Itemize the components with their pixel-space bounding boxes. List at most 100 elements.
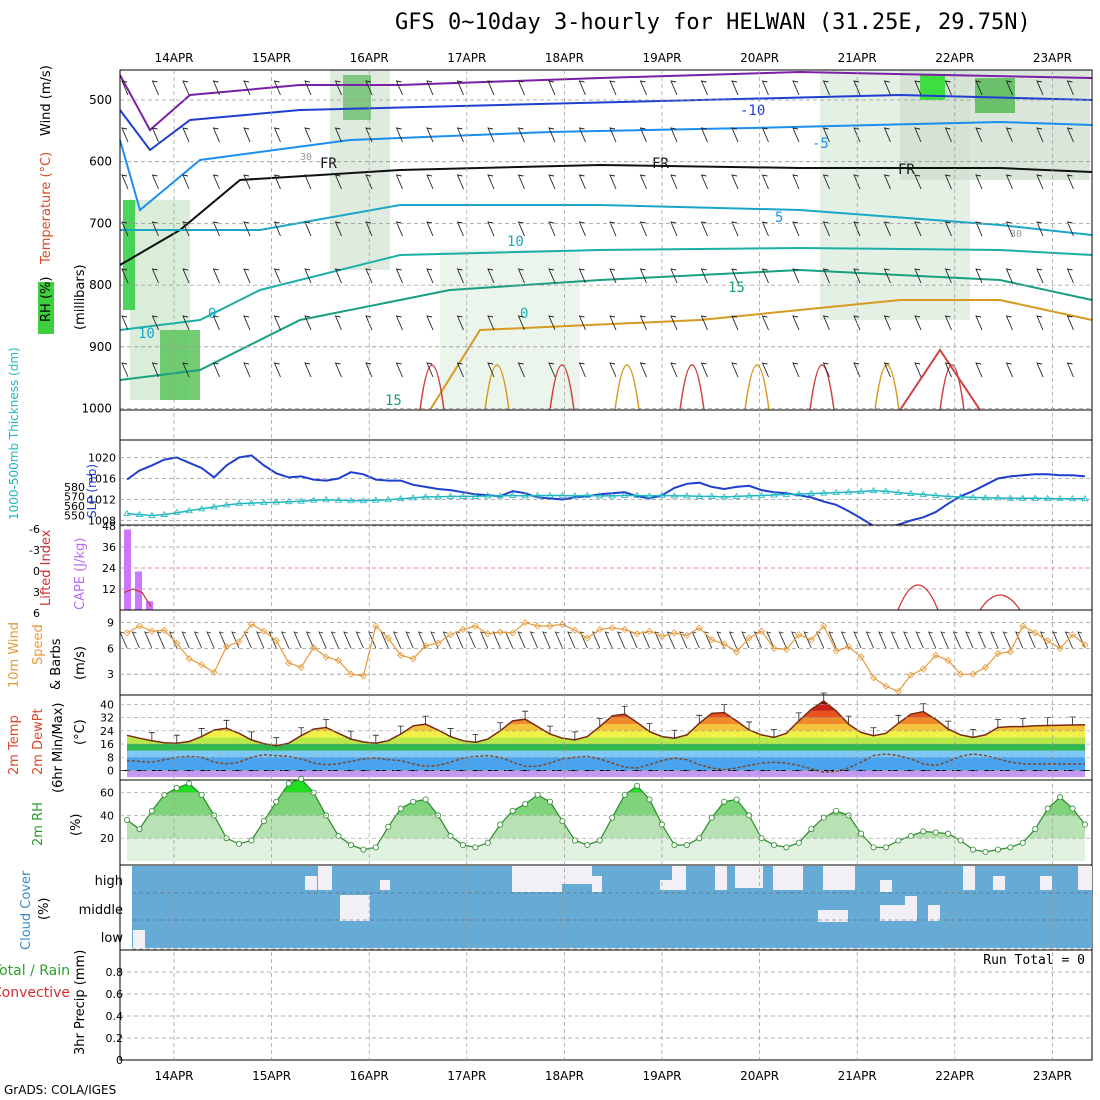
warm-contour-loop	[939, 364, 965, 411]
precip-tick-label: 0.6	[106, 988, 124, 1001]
temperature-axis-label: 2m DewPt	[31, 708, 46, 775]
temperature-tick-label: 24	[100, 725, 114, 738]
wind-barb	[151, 174, 159, 190]
wind-barb	[616, 631, 626, 649]
wind-barb	[731, 127, 739, 143]
temp-minmax-tick	[547, 725, 554, 735]
cloud-cover-bg	[132, 866, 1092, 948]
wind-barb	[395, 80, 403, 96]
wind-barb	[456, 315, 464, 331]
thickness-marker	[994, 494, 1002, 501]
thickness-marker	[832, 488, 840, 496]
wind-barb	[670, 174, 678, 190]
wind-barb	[944, 80, 952, 96]
rh-marker	[920, 828, 927, 835]
wind-barb	[456, 362, 464, 378]
wind-barb	[121, 268, 129, 284]
wind-barb	[822, 268, 830, 284]
cape-axis-label: CAPE (J/kg)	[73, 538, 88, 610]
rh-marker	[721, 798, 728, 805]
wind-barb	[952, 631, 961, 649]
slp-tick-label: 1016	[88, 473, 116, 486]
pressure-tick-label: 700	[89, 216, 112, 230]
wind-barb	[914, 268, 922, 284]
thickness-marker	[359, 496, 368, 504]
cloud-clear-region	[880, 905, 908, 921]
wind-barb	[578, 315, 586, 331]
wind-barb	[670, 268, 678, 284]
wind-barb	[182, 315, 190, 331]
wind-barb	[334, 315, 342, 331]
cloud-level-label: high	[95, 874, 123, 889]
contour-label: 15	[385, 393, 402, 409]
wind-speed-marker	[546, 622, 554, 630]
slp-tick-label: 1020	[88, 452, 116, 465]
temperature-band	[127, 750, 1085, 758]
rh-marker	[360, 846, 367, 853]
thickness-marker	[459, 492, 467, 499]
slp-axis-label: SLP (mb)	[85, 464, 99, 518]
wind-speed-marker	[1068, 631, 1077, 639]
wind-barb	[975, 80, 983, 96]
thickness-marker	[222, 501, 231, 508]
thickness-marker	[931, 491, 940, 498]
wind-axis-label: (m/s)	[73, 646, 88, 680]
contour-label: 30	[300, 152, 312, 163]
rh-marker	[497, 821, 504, 828]
wind-barb	[243, 174, 251, 190]
rh-marker	[646, 796, 653, 803]
rh-marker	[733, 796, 740, 803]
thickness-marker	[558, 491, 567, 498]
date-label-top: 15APR	[252, 51, 291, 65]
wind-speed-marker	[894, 687, 902, 695]
wind-barb	[273, 221, 281, 237]
wind-barb	[579, 631, 588, 649]
temp-minmax-tick	[646, 723, 653, 732]
slp-tick-label: 1008	[88, 515, 116, 528]
wind-speed-marker	[770, 644, 778, 652]
lifted-index-tick-label: 0	[33, 565, 40, 578]
wind-barb	[1039, 631, 1049, 649]
temp-minmax-tick	[223, 719, 230, 729]
thickness-marker	[197, 505, 206, 512]
wind-barb	[578, 221, 586, 237]
thickness-marker	[260, 498, 268, 506]
wind-barb	[151, 221, 159, 237]
rh-marker	[260, 818, 267, 825]
temp-minmax-tick	[696, 714, 703, 724]
thickness-tick-label: 580	[64, 481, 85, 494]
wind-barb	[670, 80, 678, 96]
wind-speed-marker	[148, 627, 156, 635]
pressure-tick-label: 900	[89, 340, 112, 354]
wind-barb	[121, 221, 129, 237]
wind-barb	[915, 631, 924, 649]
wind-barb	[700, 80, 708, 96]
wind-barb	[395, 268, 403, 284]
wind-speed-marker	[932, 651, 940, 659]
thickness-marker	[894, 488, 903, 496]
wind-barb	[927, 631, 937, 649]
wind-barb	[853, 221, 861, 237]
wind-speed-marker	[820, 622, 828, 630]
wind-barb	[1066, 80, 1074, 96]
wind-barb	[700, 315, 708, 331]
thickness-marker	[484, 492, 492, 499]
lifted-index-tick-label: 6	[33, 607, 40, 620]
wind-speed-marker	[720, 640, 728, 648]
wind-barb	[761, 80, 769, 96]
wind-speed-marker	[882, 682, 890, 690]
rh-shade-region	[440, 250, 580, 410]
wind-barb	[803, 631, 812, 649]
wind-barb	[1036, 362, 1044, 378]
wind-barb	[865, 631, 874, 649]
wind-barb	[822, 127, 830, 143]
wind-speed-marker	[185, 655, 193, 663]
wind-speed-marker	[969, 670, 977, 678]
warm-contour-loop	[419, 364, 445, 411]
wind-barb	[548, 80, 556, 96]
wind-barb	[731, 80, 739, 96]
temperature-contour	[120, 204, 1093, 236]
temp-minmax-tick	[621, 705, 628, 715]
wind-barb	[304, 221, 312, 237]
wind-barb	[700, 268, 708, 284]
